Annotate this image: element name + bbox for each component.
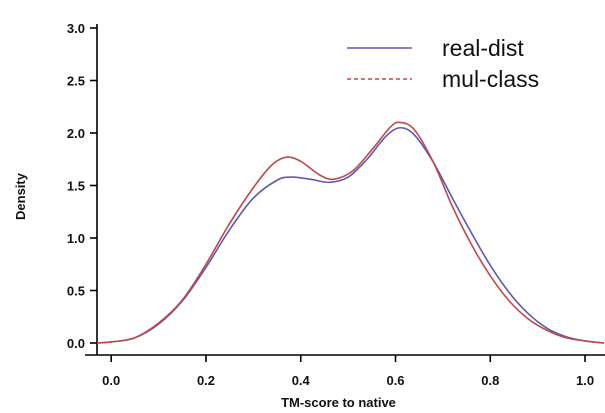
y-tick-label: 1.0 bbox=[67, 231, 85, 246]
y-axis-title: Density bbox=[13, 172, 28, 220]
axes bbox=[85, 24, 605, 356]
series-line-real-dist bbox=[96, 126, 605, 344]
y-tick-label: 1.5 bbox=[67, 179, 85, 194]
y-tick-label: 2.5 bbox=[67, 74, 85, 89]
x-axis-title: TM-score to native bbox=[281, 395, 396, 410]
series-lines bbox=[96, 121, 605, 344]
y-tick-label: 2.0 bbox=[67, 126, 85, 141]
x-tick-label: 0.4 bbox=[292, 373, 311, 388]
y-tick-label: 3.0 bbox=[67, 21, 85, 36]
legend: real-dist mul-class bbox=[347, 35, 539, 92]
ticks: 0.0 0.5 1.0 1.5 2.0 2.5 3.0 0.0 0.2 0.4 0.6 0.8 1.0 bbox=[67, 21, 594, 388]
legend-label-mul-class: mul-class bbox=[442, 66, 539, 92]
y-tick-label: 0.0 bbox=[67, 336, 85, 351]
x-tick-label: 0.8 bbox=[481, 373, 499, 388]
legend-label-real-dist: real-dist bbox=[442, 35, 524, 61]
x-tick-label: 1.0 bbox=[576, 373, 594, 388]
x-tick-label: 0.0 bbox=[102, 373, 120, 388]
series-line-mul-class bbox=[96, 121, 605, 344]
y-tick-label: 0.5 bbox=[67, 284, 85, 299]
x-tick-label: 0.6 bbox=[386, 373, 404, 388]
x-tick-label: 0.2 bbox=[197, 373, 215, 388]
